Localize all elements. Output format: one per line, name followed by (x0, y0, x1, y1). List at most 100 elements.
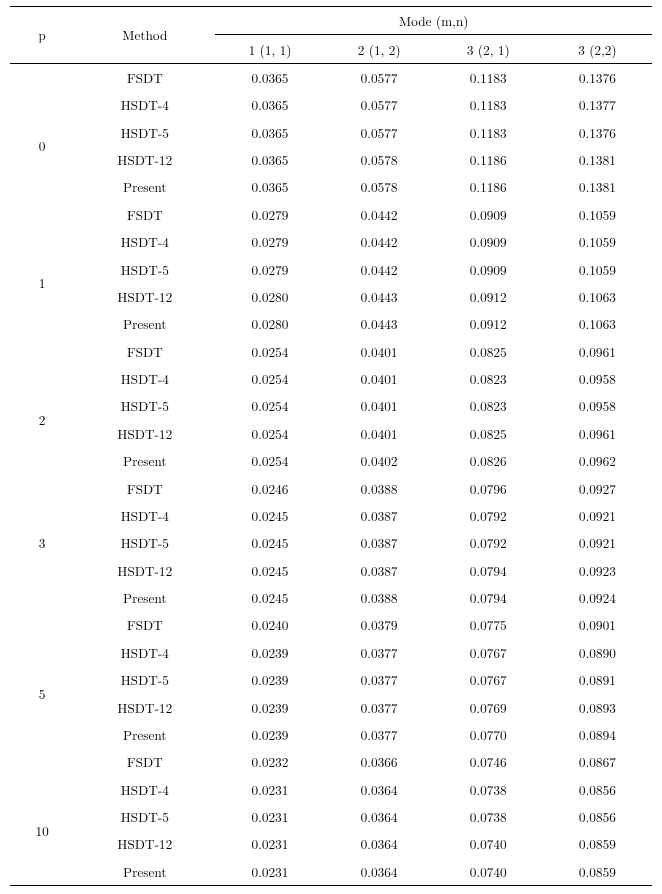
value-cell: 0.1186 (434, 146, 543, 173)
col-header-mode-0: 1 (1, 1) (215, 35, 324, 63)
method-cell: Present (74, 584, 215, 611)
value-cell: 0.0366 (325, 748, 434, 775)
value-cell: 0.1377 (543, 91, 652, 118)
value-cell: 0.0738 (434, 803, 543, 830)
value-cell: 0.1063 (543, 310, 652, 337)
method-cell: Present (74, 310, 215, 337)
method-cell: FSDT (74, 201, 215, 228)
value-cell: 0.0961 (543, 420, 652, 447)
method-cell: HSDT-5 (74, 392, 215, 419)
value-cell: 0.0826 (434, 447, 543, 474)
value-cell: 0.0770 (434, 721, 543, 748)
value-cell: 0.1183 (434, 63, 543, 91)
value-cell: 0.0245 (215, 584, 324, 611)
value-cell: 0.0246 (215, 474, 324, 501)
value-cell: 0.0254 (215, 447, 324, 474)
value-cell: 0.0279 (215, 255, 324, 282)
p-label: 0 (10, 91, 74, 201)
table-row: HSDT-120.03650.05780.11860.1381 (10, 146, 652, 173)
table-row: HSDT-50.02450.03870.07920.0921 (10, 529, 652, 556)
table-row: Present0.02540.04020.08260.0962 (10, 447, 652, 474)
value-cell: 0.0901 (543, 611, 652, 638)
value-cell: 0.0279 (215, 228, 324, 255)
value-cell: 0.1063 (543, 283, 652, 310)
value-cell: 0.0443 (325, 310, 434, 337)
value-cell: 0.0365 (215, 173, 324, 200)
method-cell: HSDT-5 (74, 255, 215, 282)
value-cell: 0.0578 (325, 173, 434, 200)
data-table: p Method Mode (m,n) 1 (1, 1) 2 (1, 2) 3 … (10, 6, 652, 886)
value-cell: 0.0577 (325, 63, 434, 91)
value-cell: 0.0912 (434, 310, 543, 337)
p-label: 1 (10, 228, 74, 338)
value-cell: 0.0921 (543, 529, 652, 556)
p-label: 10 (10, 776, 74, 886)
value-cell: 0.0365 (215, 63, 324, 91)
value-cell: 0.0245 (215, 529, 324, 556)
col-header-mode-group: Mode (m,n) (215, 7, 652, 35)
value-cell: 0.0387 (325, 502, 434, 529)
value-cell: 0.0388 (325, 584, 434, 611)
table-row: HSDT-120.02450.03870.07940.0923 (10, 557, 652, 584)
value-cell: 0.0909 (434, 255, 543, 282)
table-row: 0HSDT-40.03650.05770.11830.1377 (10, 91, 652, 118)
table-row: HSDT-120.02800.04430.09120.1063 (10, 283, 652, 310)
table-head: p Method Mode (m,n) 1 (1, 1) 2 (1, 2) 3 … (10, 7, 652, 64)
value-cell: 0.0402 (325, 447, 434, 474)
value-cell: 0.0859 (543, 830, 652, 857)
value-cell: 0.0365 (215, 119, 324, 146)
value-cell: 0.0443 (325, 283, 434, 310)
table-row: HSDT-120.02540.04010.08250.0961 (10, 420, 652, 447)
value-cell: 0.0740 (434, 858, 543, 886)
value-cell: 0.0387 (325, 557, 434, 584)
value-cell: 0.0239 (215, 693, 324, 720)
table-row: 3FSDT0.02460.03880.07960.0927 (10, 474, 652, 501)
method-cell: HSDT-4 (74, 91, 215, 118)
table-row: FSDT0.02540.04010.08250.0961 (10, 338, 652, 365)
method-cell: HSDT-12 (74, 830, 215, 857)
p-cell-empty (10, 63, 74, 91)
value-cell: 0.0909 (434, 228, 543, 255)
table-row: HSDT-50.02310.03640.07380.0856 (10, 803, 652, 830)
p-cell-empty (10, 748, 74, 775)
value-cell: 0.0796 (434, 474, 543, 501)
value-cell: 0.0746 (434, 748, 543, 775)
value-cell: 0.0442 (325, 255, 434, 282)
table-row: Present0.02450.03880.07940.0924 (10, 584, 652, 611)
value-cell: 0.0364 (325, 858, 434, 886)
value-cell: 0.0387 (325, 529, 434, 556)
method-cell: HSDT-5 (74, 666, 215, 693)
p-label: 2 (10, 365, 74, 475)
value-cell: 0.0254 (215, 392, 324, 419)
value-cell: 0.0401 (325, 420, 434, 447)
method-cell: HSDT-4 (74, 228, 215, 255)
value-cell: 0.1059 (543, 228, 652, 255)
value-cell: 0.0859 (543, 858, 652, 886)
value-cell: 0.0856 (543, 803, 652, 830)
value-cell: 0.1376 (543, 63, 652, 91)
value-cell: 0.0792 (434, 529, 543, 556)
value-cell: 0.0958 (543, 365, 652, 392)
value-cell: 0.0364 (325, 803, 434, 830)
col-header-mode-2: 3 (2, 1) (434, 35, 543, 63)
value-cell: 0.0891 (543, 666, 652, 693)
value-cell: 0.0775 (434, 611, 543, 638)
value-cell: 0.0578 (325, 146, 434, 173)
value-cell: 0.1376 (543, 119, 652, 146)
value-cell: 0.1059 (543, 201, 652, 228)
value-cell: 0.0740 (434, 830, 543, 857)
value-cell: 0.0254 (215, 338, 324, 365)
value-cell: 0.0280 (215, 283, 324, 310)
value-cell: 0.0377 (325, 721, 434, 748)
table-body: FSDT0.03650.05770.11830.13760HSDT-40.036… (10, 63, 652, 885)
value-cell: 0.0365 (215, 91, 324, 118)
method-cell: HSDT-12 (74, 146, 215, 173)
value-cell: 0.0823 (434, 392, 543, 419)
value-cell: 0.1183 (434, 119, 543, 146)
method-cell: FSDT (74, 611, 215, 638)
value-cell: 0.0794 (434, 584, 543, 611)
table-row: Present0.03650.05780.11860.1381 (10, 173, 652, 200)
value-cell: 0.0912 (434, 283, 543, 310)
table-row: FSDT0.02790.04420.09090.1059 (10, 201, 652, 228)
value-cell: 0.0254 (215, 365, 324, 392)
